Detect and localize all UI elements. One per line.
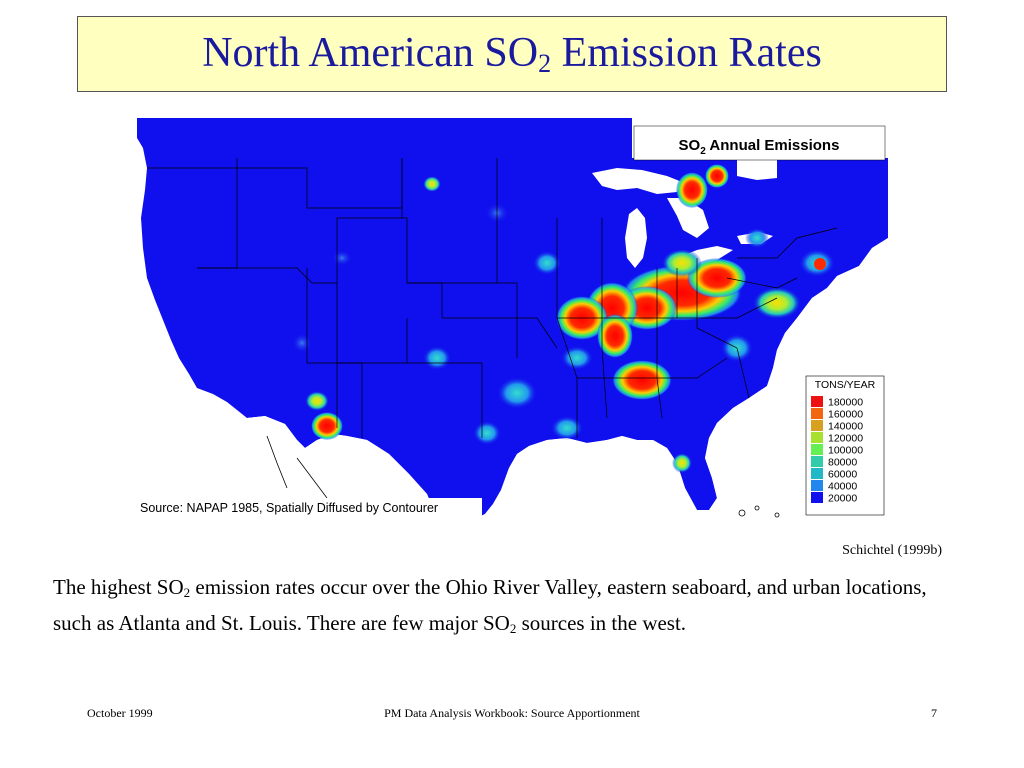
body-part-1: The highest SO xyxy=(53,575,184,599)
body-part-2: emission rates occur over the Ohio River… xyxy=(53,575,927,635)
emissions-map: SO2 Annual Emissions Source: NAPAP 1985,… xyxy=(137,118,888,518)
title-box: North American SO2 Emission Rates xyxy=(77,16,947,92)
legend-swatch xyxy=(811,444,823,455)
legend-swatch xyxy=(811,492,823,503)
map-svg: SO2 Annual Emissions Source: NAPAP 1985,… xyxy=(137,118,888,518)
lake-superior xyxy=(592,168,682,194)
slide-title: North American SO2 Emission Rates xyxy=(202,29,822,79)
legend-items: 1800001600001400001200001000008000060000… xyxy=(811,396,863,505)
legend-swatch xyxy=(811,468,823,479)
map-caption: SO2 Annual Emissions xyxy=(679,137,840,157)
title-rest: Emission Rates xyxy=(551,30,822,76)
footer-workbook: PM Data Analysis Workbook: Source Apport… xyxy=(384,706,640,720)
body-paragraph: The highest SO2 emission rates occur ove… xyxy=(53,572,963,644)
legend-label: 60000 xyxy=(828,469,857,481)
legend-label: 20000 xyxy=(828,493,857,505)
lake-huron xyxy=(667,198,709,238)
legend-title: TONS/YEAR xyxy=(815,379,876,391)
legend-label: 140000 xyxy=(828,421,863,433)
legend-swatch xyxy=(811,408,823,419)
legend-label: 120000 xyxy=(828,433,863,445)
north-white-patch xyxy=(737,158,777,180)
footer-page-number: 7 xyxy=(931,706,937,720)
lake-michigan xyxy=(625,208,647,268)
legend-swatch xyxy=(811,420,823,431)
legend-label: 40000 xyxy=(828,481,857,493)
body-part-3: sources in the west. xyxy=(516,611,687,635)
title-main: North American SO xyxy=(202,30,539,76)
legend-swatch xyxy=(811,432,823,443)
legend-swatch xyxy=(811,396,823,407)
source-caption: Source: NAPAP 1985, Spatially Diffused b… xyxy=(140,501,438,515)
emission-hotspots xyxy=(292,164,835,473)
legend-swatch xyxy=(811,480,823,491)
legend-swatch xyxy=(811,456,823,467)
image-credit: Schichtel (1999b) xyxy=(842,543,942,558)
state-borders xyxy=(147,158,838,438)
mexico-area xyxy=(237,416,437,518)
map-caption-box: SO2 Annual Emissions xyxy=(633,125,886,161)
map-legend: TONS/YEAR 180000160000140000120000100000… xyxy=(805,375,885,516)
body-sub-2: 2 xyxy=(509,621,517,636)
legend-label: 180000 xyxy=(828,397,863,409)
title-subscript: 2 xyxy=(538,49,552,78)
footer-date: October 1999 xyxy=(87,706,153,720)
legend-label: 100000 xyxy=(828,445,863,457)
gulf-water xyxy=(477,436,717,518)
legend-label: 160000 xyxy=(828,409,863,421)
legend-label: 80000 xyxy=(828,457,857,469)
body-sub-1: 2 xyxy=(183,585,191,600)
coast-islands xyxy=(266,435,780,518)
source-caption-bg xyxy=(137,498,482,518)
